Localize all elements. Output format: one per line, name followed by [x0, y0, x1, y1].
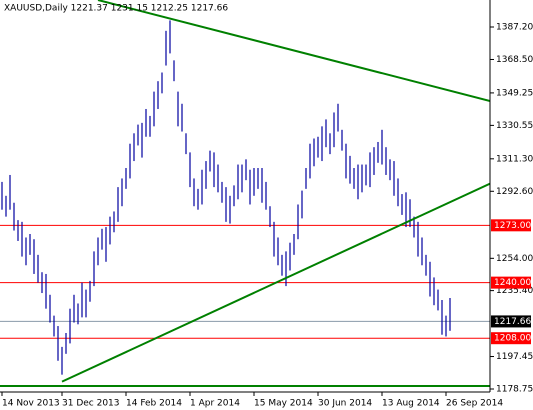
y-tick-label: 1178.75 [496, 384, 533, 394]
trend-line [97, 0, 490, 102]
x-tick-label: 15 May 2014 [254, 399, 313, 409]
level-tag [491, 315, 531, 328]
level-tag [491, 219, 531, 232]
chart-title: XAUUSD,Daily 1221.37 1231.15 1212.25 121… [4, 4, 228, 14]
y-tick-label: 1254.00 [496, 254, 533, 264]
plot-area [0, 0, 490, 387]
y-tick-label: 1235.40 [496, 286, 533, 296]
level-label: 1217.66 [494, 317, 531, 327]
x-tick-label: 31 Dec 2013 [62, 399, 120, 409]
x-tick-label: 13 Aug 2014 [382, 399, 440, 409]
y-tick-label: 1368.50 [496, 55, 533, 65]
x-tick-label: 14 Feb 2014 [126, 399, 182, 409]
x-tick-label: 30 Jun 2014 [318, 399, 372, 409]
y-tick-label: 1387.20 [496, 23, 533, 33]
level-label: 1208.00 [494, 334, 531, 344]
level-label: 1240.00 [494, 278, 531, 288]
x-tick-label: 26 Sep 2014 [446, 399, 503, 409]
y-tick-label: 1330.55 [496, 121, 533, 131]
y-tick-label: 1311.30 [496, 154, 533, 164]
level-tag [491, 276, 531, 289]
x-tick-label: 14 Nov 2013 [2, 399, 60, 409]
y-tick-label: 1349.25 [496, 88, 533, 98]
level-tag [491, 332, 531, 345]
trend-line [61, 182, 490, 383]
level-label: 1273.00 [494, 221, 531, 231]
x-tick-label: 1 Apr 2014 [190, 399, 240, 409]
y-tick-label: 1197.45 [496, 352, 533, 362]
y-tick-label: 1292.60 [496, 187, 533, 197]
